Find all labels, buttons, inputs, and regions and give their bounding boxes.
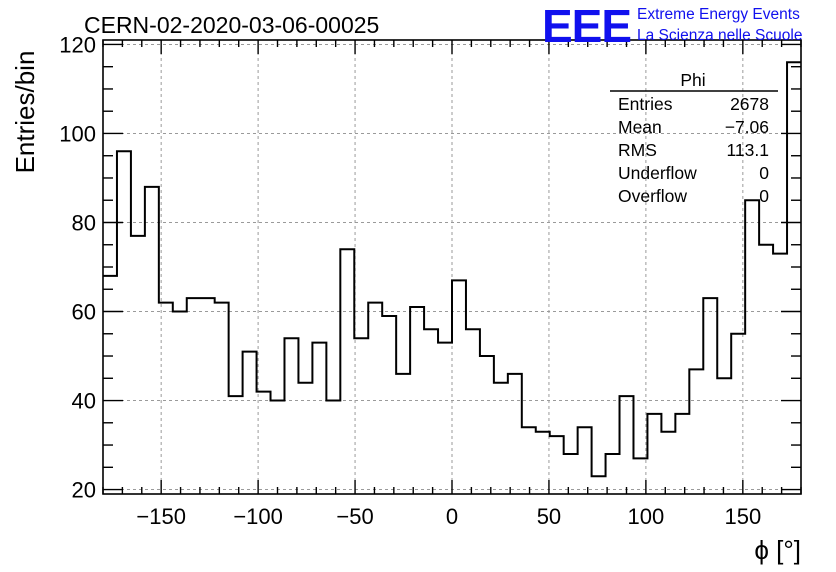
stats-box-rows: Entries 2678 Mean −7.06 RMS 113.1 Underflow 0 Ov… [618,94,769,206]
stats-row-label: Mean [618,117,662,137]
stats-row-value: −7.06 [725,117,769,137]
stats-row-value: 113.1 [727,140,770,160]
y-tick-label: 20 [72,478,96,503]
x-tick-label: −50 [336,504,373,529]
stats-row-value: 0 [759,186,769,206]
x-tick-label: −150 [136,504,186,529]
x-tick-label: 50 [537,504,561,529]
y-tick-label: 60 [72,300,96,325]
y-tick-label: 120 [59,32,96,57]
y-tick-label: 80 [72,210,96,235]
stats-row-label: Underflow [618,163,697,183]
histogram-outline [103,61,801,478]
stats-box: Phi Entries 2678 Mean −7.06 RMS 113.1 Underflo… [610,70,778,206]
x-tick-labels: −150 −100 −50 0 50 100 150 [136,504,761,529]
x-tick-label: 150 [724,504,761,529]
stats-row-label: Entries [618,94,673,114]
run-title: CERN-02-2020-03-06-00025 [84,12,379,38]
y-tick-label: 100 [59,121,96,146]
stats-row-value: 0 [759,163,769,183]
stats-row-label: RMS [618,140,657,160]
y-axis-label: Entries/bin [10,51,40,174]
eee-logo-line1: Extreme Energy Events [637,6,800,23]
x-tick-label: 100 [628,504,665,529]
stats-row-label: Overflow [618,186,687,206]
x-tick-label: 0 [446,504,458,529]
stats-box-title: Phi [680,70,705,90]
plot-frame [102,39,802,495]
x-axis-label: ϕ [°] [754,535,801,565]
axis-ticks [102,40,802,494]
eee-logo-line2: La Scienza nelle Scuole [637,27,802,44]
eee-logo-letters: EEE [542,0,631,52]
y-tick-label: 40 [72,389,96,414]
x-tick-label: −100 [233,504,283,529]
y-tick-labels: 20 40 60 80 100 120 [59,32,96,502]
stats-row-value: 2678 [730,94,769,114]
grid-lines [103,40,801,494]
